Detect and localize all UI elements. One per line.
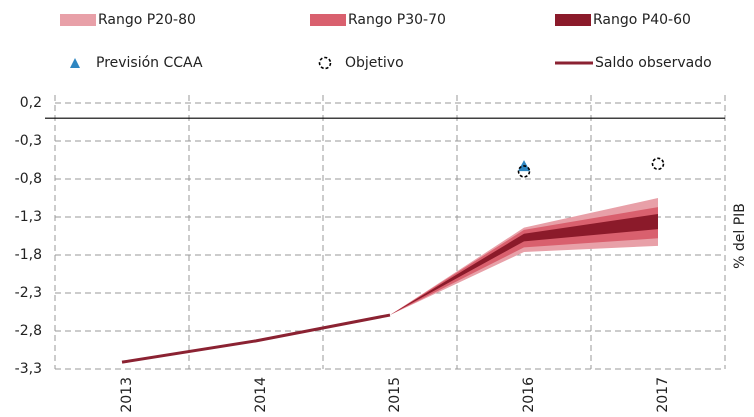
legend-swatch xyxy=(555,14,591,26)
y-axis-label: % del PIB xyxy=(732,203,748,269)
y-tick-label: -1,3 xyxy=(15,209,42,225)
legend-label: Rango P20-80 xyxy=(98,12,196,28)
x-tick-label: 2015 xyxy=(387,377,403,413)
legend-label: Saldo observado xyxy=(595,55,712,71)
y-tick-label: -1,8 xyxy=(15,247,42,263)
y-tick-label: -3,3 xyxy=(15,361,42,377)
legend-label: Rango P40-60 xyxy=(593,12,691,28)
fan-band xyxy=(390,213,658,316)
observed-line xyxy=(121,313,391,364)
x-tick-label: 2017 xyxy=(655,377,671,413)
target-marker xyxy=(517,165,531,178)
x-tick-label: 2014 xyxy=(253,377,269,413)
x-tick-label: 2016 xyxy=(521,377,537,413)
legend-swatch xyxy=(60,14,96,26)
legend-symbol xyxy=(70,58,80,68)
y-tick-label: -0,8 xyxy=(15,171,42,187)
y-tick-label: -0,3 xyxy=(15,133,42,149)
target-marker xyxy=(651,157,665,171)
legend-symbol xyxy=(318,56,332,70)
y-tick-label: -2,3 xyxy=(15,285,42,301)
legend-label: Previsión CCAA xyxy=(96,55,203,71)
legend-label: Objetivo xyxy=(345,55,404,71)
x-tick-label: 2013 xyxy=(119,377,135,413)
y-tick-label: 0,2 xyxy=(20,95,42,111)
y-tick-label: -2,8 xyxy=(15,323,42,339)
legend-label: Rango P30-70 xyxy=(348,12,446,28)
legend-swatch xyxy=(310,14,346,26)
